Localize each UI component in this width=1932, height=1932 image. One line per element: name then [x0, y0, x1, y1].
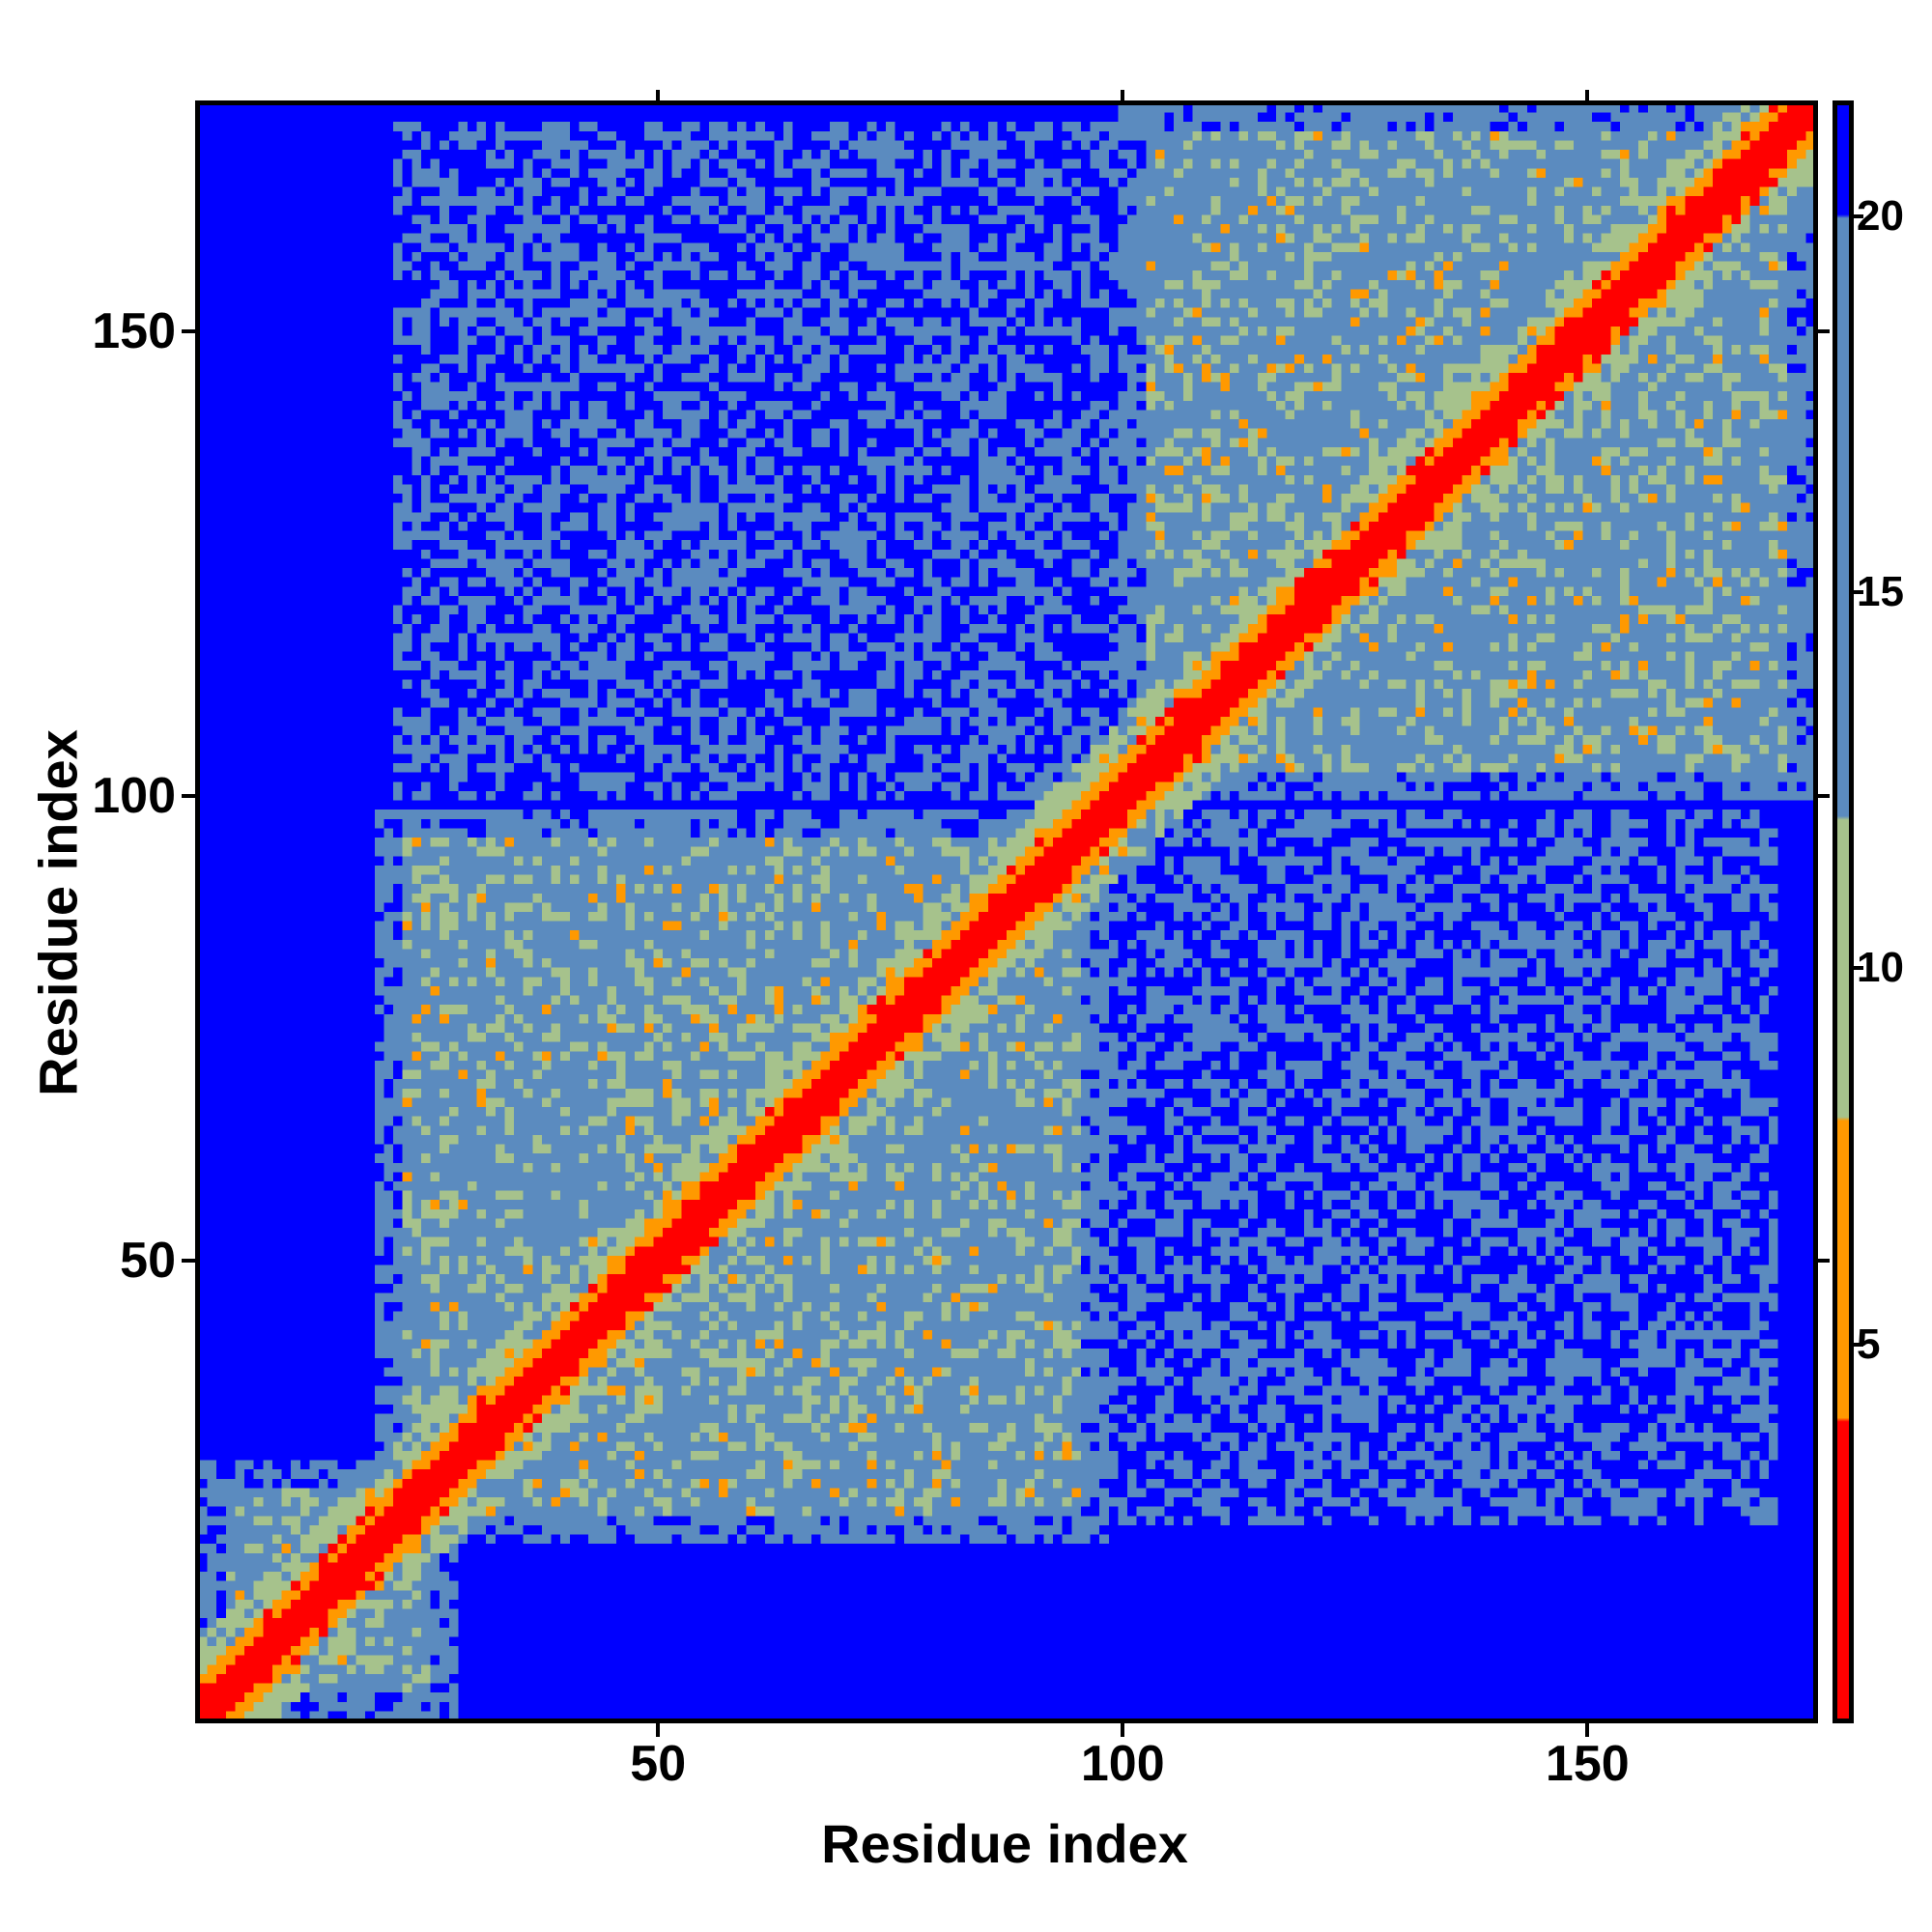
- distance-heatmap: [198, 103, 1815, 1720]
- colorbar-tick-label: 15: [1857, 568, 1904, 616]
- colorbar: [1835, 103, 1851, 1720]
- y-tick-mark: [182, 328, 195, 333]
- y-tick-label: 50: [120, 1232, 176, 1289]
- y-tick-mark-right: [1818, 1258, 1830, 1263]
- colorbar-tick-label: 10: [1857, 944, 1904, 992]
- y-tick-label: 150: [92, 302, 176, 359]
- plot-frame: [195, 100, 1818, 1723]
- colorbar-frame: [1833, 100, 1854, 1723]
- x-axis-label: Residue index: [821, 1813, 1188, 1874]
- x-tick-label: 50: [630, 1736, 687, 1792]
- x-tick-mark-top: [1585, 90, 1590, 101]
- x-tick-mark: [1585, 1723, 1590, 1737]
- colorbar-tick-mark: [1854, 966, 1863, 971]
- x-tick-mark-top: [656, 90, 661, 101]
- colorbar-tick-label: 5: [1857, 1320, 1881, 1368]
- colorbar-tick-label: 20: [1857, 191, 1904, 240]
- colorbar-tick-mark: [1854, 1342, 1863, 1347]
- x-tick-label: 150: [1545, 1736, 1630, 1792]
- y-tick-label: 100: [92, 767, 176, 824]
- y-tick-mark-right: [1818, 793, 1830, 798]
- y-tick-mark-right: [1818, 328, 1830, 333]
- y-tick-mark: [182, 1258, 195, 1263]
- x-tick-mark-top: [1121, 90, 1125, 101]
- x-tick-mark: [1121, 1723, 1125, 1737]
- colorbar-tick-mark: [1854, 590, 1863, 595]
- x-tick-mark: [656, 1723, 661, 1737]
- colorbar-tick-mark: [1854, 213, 1863, 218]
- x-tick-label: 100: [1080, 1736, 1165, 1792]
- y-axis-label: Residue index: [27, 729, 89, 1096]
- y-tick-mark: [182, 793, 195, 798]
